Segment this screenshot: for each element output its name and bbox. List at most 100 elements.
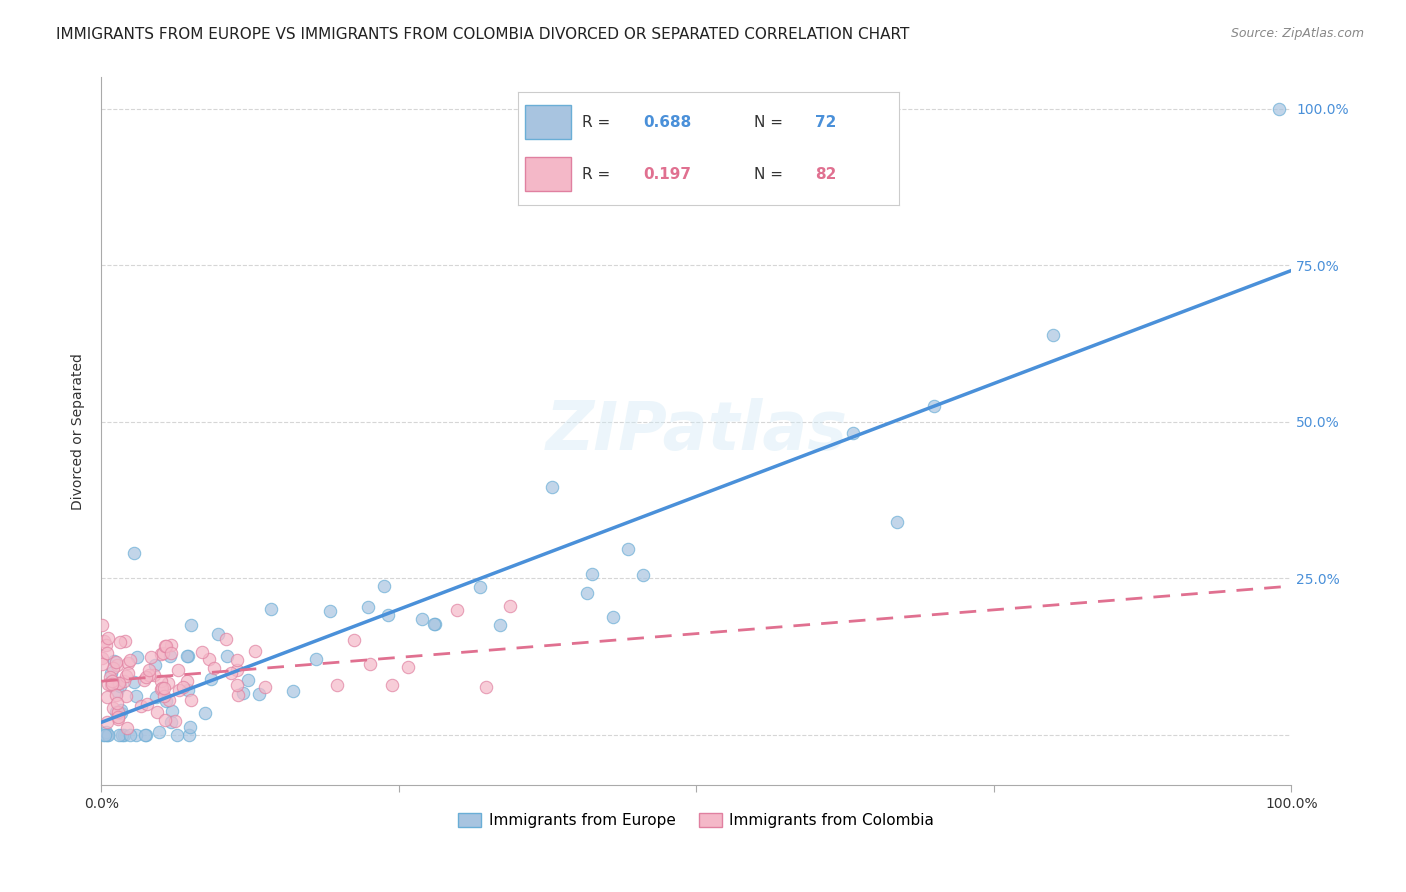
Legend: Immigrants from Europe, Immigrants from Colombia: Immigrants from Europe, Immigrants from …	[453, 806, 941, 834]
Point	[886, 515, 908, 529]
Point	[191, 645, 214, 659]
Point	[117, 657, 139, 671]
Point	[115, 690, 138, 704]
Point	[842, 426, 865, 441]
Point	[145, 706, 167, 720]
Point	[423, 616, 446, 631]
Point	[105, 696, 128, 710]
Point	[122, 675, 145, 690]
Point	[176, 674, 198, 689]
Point	[103, 661, 125, 675]
Point	[177, 728, 200, 742]
Point	[149, 647, 172, 661]
Point	[94, 725, 117, 739]
Point	[226, 653, 249, 667]
Point	[446, 603, 468, 617]
Point	[125, 650, 148, 665]
Point	[105, 683, 128, 698]
Point	[114, 634, 136, 648]
Point	[160, 646, 183, 660]
Point	[581, 567, 603, 582]
Point	[499, 599, 522, 614]
Point	[489, 617, 512, 632]
Point	[236, 673, 259, 688]
Point	[197, 651, 219, 665]
Point	[96, 646, 118, 660]
Point	[150, 681, 173, 696]
Point	[115, 669, 138, 683]
Point	[125, 690, 148, 704]
Point	[167, 683, 190, 698]
Y-axis label: Divorced or Separated: Divorced or Separated	[72, 353, 86, 509]
Point	[110, 706, 132, 720]
Point	[143, 658, 166, 673]
Point	[129, 698, 152, 713]
Point	[160, 704, 183, 718]
Point	[633, 567, 655, 582]
Point	[91, 618, 114, 632]
Point	[100, 676, 122, 690]
Point	[98, 669, 121, 683]
Point	[225, 677, 247, 691]
Point	[153, 713, 176, 727]
Point	[194, 706, 217, 720]
Point	[97, 631, 120, 645]
Point	[110, 703, 132, 717]
Point	[202, 661, 225, 675]
Point	[319, 604, 342, 618]
Point	[112, 673, 135, 688]
Point	[1268, 102, 1291, 116]
Point	[377, 608, 399, 623]
Point	[145, 690, 167, 705]
Point	[97, 677, 120, 691]
Point	[166, 728, 188, 742]
Point	[468, 580, 491, 594]
Point	[155, 640, 177, 654]
Point	[357, 599, 380, 614]
Point	[104, 706, 127, 720]
Text: ZIPatlas: ZIPatlas	[546, 398, 848, 464]
Point	[112, 728, 135, 742]
Point	[96, 639, 118, 653]
Point	[225, 663, 247, 677]
Point	[179, 720, 201, 734]
Point	[167, 663, 190, 677]
Point	[132, 673, 155, 688]
Point	[148, 725, 170, 739]
Point	[411, 612, 433, 626]
Point	[157, 693, 180, 707]
Point	[247, 687, 270, 701]
Point	[93, 633, 115, 648]
Point	[326, 677, 349, 691]
Point	[343, 633, 366, 648]
Point	[155, 639, 177, 653]
Point	[120, 653, 142, 667]
Point	[117, 666, 139, 681]
Point	[304, 651, 326, 665]
Text: Source: ZipAtlas.com: Source: ZipAtlas.com	[1230, 27, 1364, 40]
Point	[103, 654, 125, 668]
Point	[105, 655, 128, 669]
Point	[219, 665, 242, 680]
Point	[160, 638, 183, 652]
Point	[243, 644, 266, 658]
Point	[281, 683, 304, 698]
Point	[135, 670, 157, 684]
Point	[152, 646, 174, 660]
Point	[924, 399, 946, 413]
Point	[134, 728, 156, 742]
Point	[115, 721, 138, 735]
Point	[180, 693, 202, 707]
Point	[260, 601, 283, 615]
Point	[108, 635, 131, 649]
Point	[176, 648, 198, 663]
Point	[108, 728, 131, 742]
Point	[91, 657, 114, 671]
Point	[381, 678, 404, 692]
Point	[232, 686, 254, 700]
Point	[91, 728, 114, 742]
Point	[215, 632, 238, 646]
Point	[617, 541, 640, 556]
Point	[135, 728, 157, 742]
Point	[105, 688, 128, 702]
